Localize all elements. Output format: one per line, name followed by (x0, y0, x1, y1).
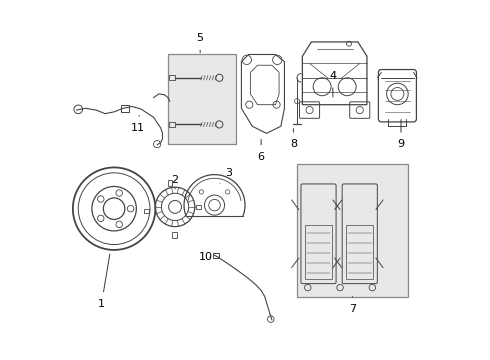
Bar (305, 225, 332, 279)
Text: 7: 7 (349, 297, 356, 314)
Text: 8: 8 (290, 129, 297, 149)
Bar (297, 164, 408, 297)
Text: 10: 10 (198, 252, 213, 262)
Bar (168, 180, 172, 186)
Text: 1: 1 (98, 254, 110, 309)
Bar (213, 253, 219, 258)
Text: 5: 5 (196, 33, 204, 53)
Text: 11: 11 (130, 116, 145, 133)
Text: 3: 3 (220, 168, 232, 184)
Bar (170, 122, 175, 127)
Bar (170, 76, 175, 80)
Text: 4: 4 (329, 71, 337, 97)
Text: 9: 9 (397, 120, 405, 149)
Bar (144, 209, 149, 213)
Bar (122, 105, 129, 112)
Bar (346, 225, 373, 279)
Bar (168, 54, 236, 144)
Text: 2: 2 (172, 175, 179, 189)
Bar (172, 232, 177, 238)
Bar (196, 205, 201, 209)
Text: 6: 6 (258, 139, 265, 162)
